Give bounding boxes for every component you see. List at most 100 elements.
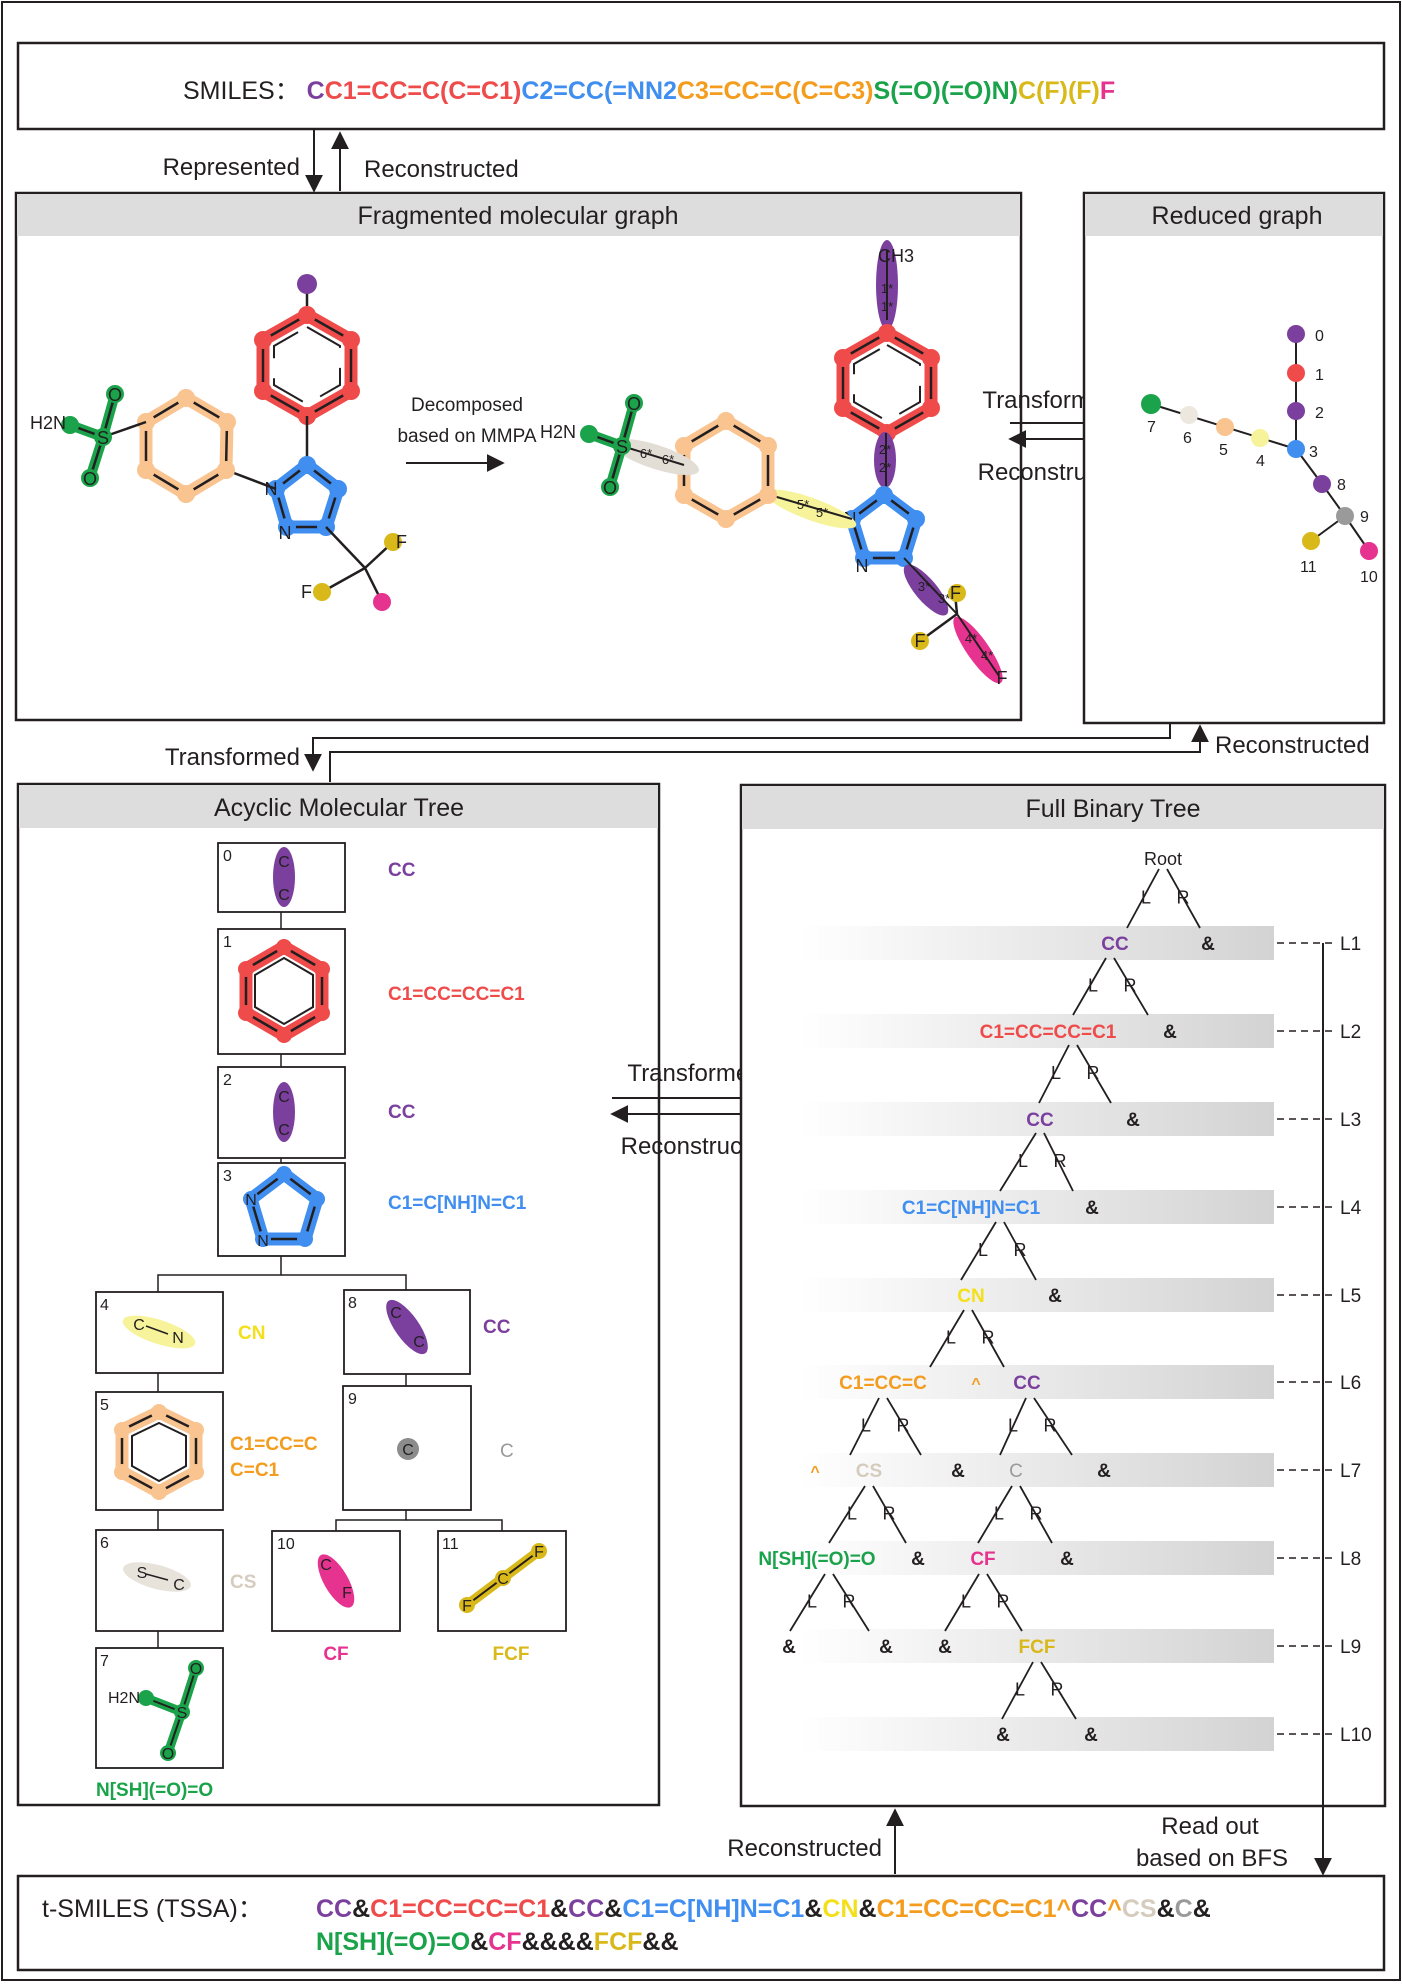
right-label: R <box>1124 975 1137 995</box>
svg-text:&: & <box>951 1461 965 1482</box>
transformed-label-2: Transformed <box>165 744 300 771</box>
svg-text:6: 6 <box>1183 430 1192 447</box>
tree-label-2: CC <box>388 1102 416 1123</box>
level-label: L1 <box>1340 934 1361 955</box>
left-label: L <box>994 1503 1004 1523</box>
tsmiles-l2-part-3: &&&& <box>522 1928 594 1956</box>
svg-text:O: O <box>162 1746 174 1763</box>
tree-edge <box>789 1573 826 1632</box>
tree-edge <box>1040 1661 1077 1720</box>
tsmiles-line2: N[SH](=O)=O&CF&&&&FCF&& <box>316 1928 679 1956</box>
svg-text:C: C <box>320 1557 332 1574</box>
svg-text:8: 8 <box>1337 477 1346 494</box>
left-label: L <box>961 1591 971 1611</box>
svg-text:0: 0 <box>223 848 232 865</box>
svg-text:8: 8 <box>348 1295 357 1312</box>
tsmiles-l1-part-2: C1=CC=CC=C1 <box>370 1895 550 1923</box>
svg-text:O: O <box>603 478 617 498</box>
left-label: L <box>1088 975 1098 995</box>
tsmiles-l2-part-5: && <box>642 1928 678 1956</box>
svg-text:4: 4 <box>1256 453 1265 470</box>
tsmiles-l1-part-15: & <box>1157 1895 1175 1923</box>
svg-text:&: & <box>996 1725 1010 1746</box>
svg-text:10: 10 <box>277 1536 295 1553</box>
svg-text:3*: 3* <box>918 579 930 594</box>
svg-text:7: 7 <box>100 1653 109 1670</box>
svg-text:5: 5 <box>100 1397 109 1414</box>
svg-text:S: S <box>97 428 109 448</box>
left-label: L <box>861 1415 871 1435</box>
svg-text:C: C <box>1009 1461 1023 1482</box>
svg-text:N: N <box>856 556 869 576</box>
level-label: L3 <box>1340 1110 1361 1131</box>
left-label: L <box>1018 1151 1028 1171</box>
level-label: L6 <box>1340 1373 1361 1394</box>
tree-label-9: C <box>500 1441 514 1462</box>
smiles-part-5: C(F)(F) <box>1018 77 1100 105</box>
root-label: Root <box>1144 849 1182 869</box>
svg-text:FCF: FCF <box>1019 1637 1056 1658</box>
left-label: L <box>1008 1415 1018 1435</box>
svg-text:F: F <box>534 1544 544 1561</box>
tree-edge <box>944 1573 980 1632</box>
svg-text:C: C <box>278 1122 290 1139</box>
svg-text:0: 0 <box>1315 328 1324 345</box>
svg-text:6*: 6* <box>662 452 674 467</box>
svg-text:9: 9 <box>348 1391 357 1408</box>
right-label: R <box>1030 1503 1043 1523</box>
svg-text:C: C <box>173 1577 185 1594</box>
decomposed-line2: based on MMPA <box>397 426 536 447</box>
svg-text:3: 3 <box>223 1168 232 1185</box>
tree-edge <box>832 1573 870 1632</box>
svg-text:O: O <box>190 1661 202 1678</box>
tree-label-0: CC <box>388 860 416 881</box>
svg-text:^: ^ <box>971 1376 980 1393</box>
panel-title-acyclic: Acyclic Molecular Tree <box>214 794 464 822</box>
tree-edge <box>999 1397 1027 1456</box>
svg-text:CF: CF <box>970 1549 995 1570</box>
right-label: R <box>997 1591 1010 1611</box>
tsmiles-l1-part-0: CC <box>316 1895 352 1923</box>
tree-label-10: CF <box>323 1644 348 1665</box>
svg-text:2: 2 <box>223 1072 232 1089</box>
level-bands <box>800 926 1274 1751</box>
svg-text:F: F <box>915 631 926 651</box>
reconstructed-label-4: Reconstructed <box>727 1835 882 1862</box>
svg-text:C1=CC=C: C1=CC=C <box>839 1373 927 1394</box>
svg-text:CC: CC <box>1013 1373 1041 1394</box>
tsmiles-l1-part-10: C1=CC=CC=C1 <box>877 1895 1057 1923</box>
svg-text:S: S <box>616 437 628 457</box>
smiles-graph-arrows: Represented Reconstructed <box>163 130 519 193</box>
tsmiles-l1-part-14: CS <box>1122 1895 1157 1923</box>
tsmiles-l2-part-0: N[SH](=O)=O <box>316 1928 470 1956</box>
svg-text:1: 1 <box>223 934 232 951</box>
svg-text:11: 11 <box>442 1536 459 1553</box>
svg-text:2: 2 <box>1315 405 1324 422</box>
right-label: R <box>843 1591 856 1611</box>
tree-edge <box>971 1309 1005 1368</box>
svg-text:&: & <box>1084 1725 1098 1746</box>
smiles-box: SMILES： CC1=CC=C(C=C1)C2=CC(=NN2C3=CC=C(… <box>16 41 1386 131</box>
transform-connector: Transformed Reconstructed <box>165 722 1370 782</box>
smiles-part-6: F <box>1100 77 1115 105</box>
tree-edge <box>849 1397 880 1456</box>
methyl-atom <box>297 274 317 294</box>
svg-text:5*: 5* <box>816 505 828 520</box>
tree-edge <box>828 1485 866 1544</box>
right-label: R <box>1054 1151 1067 1171</box>
tsmiles-l1-part-6: C1=C[NH]N=C1 <box>622 1895 804 1923</box>
tsmiles-l2-part-1: & <box>470 1928 488 1956</box>
tsmiles-label: t-SMILES (TSSA)： <box>42 1895 263 1923</box>
svg-text:C1=C[NH]N=C1: C1=C[NH]N=C1 <box>902 1198 1041 1219</box>
svg-text:&: & <box>1048 1286 1062 1307</box>
tsmiles-l2-part-4: FCF <box>594 1928 643 1956</box>
svg-text:3*: 3* <box>938 591 950 606</box>
left-label: L <box>946 1327 956 1347</box>
level-label: L7 <box>1340 1461 1361 1482</box>
left-label: L <box>807 1591 817 1611</box>
reduced-graph-panel: Reduced graph 0 1 2 3 4 5 6 7 8 9 10 11 <box>1082 191 1386 725</box>
tsmiles-line1: CC&C1=CC=CC=C1&CC&C1=C[NH]N=C1&CN&C1=CC=… <box>316 1895 1211 1923</box>
svg-text:C: C <box>133 1317 145 1334</box>
molecule-right-fragmented: CH3 1* 1* 2* 2* N N <box>540 240 1008 688</box>
smiles-part-2: C2=CC(=NN2 <box>521 77 677 105</box>
